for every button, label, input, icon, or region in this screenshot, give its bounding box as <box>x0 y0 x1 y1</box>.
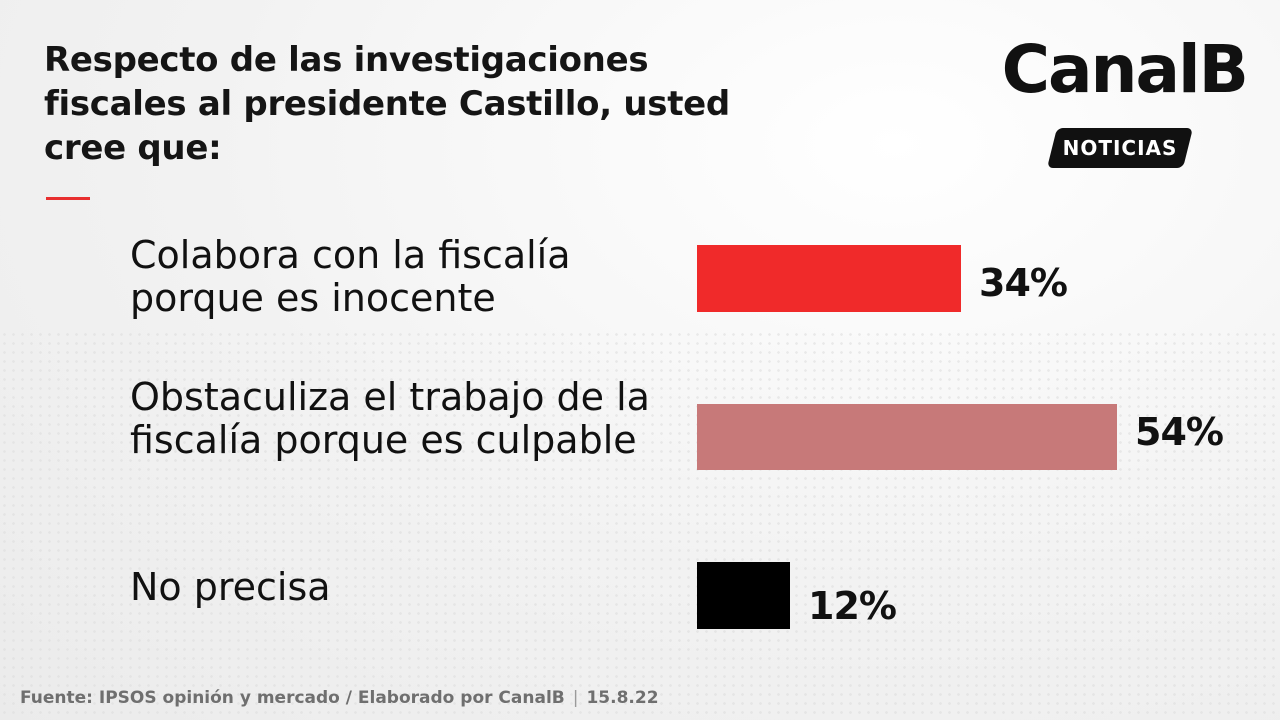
logo-wordmark: CanalB <box>1001 31 1249 108</box>
canalb-logo: CanalB NOTICIAS <box>952 30 1249 168</box>
dot-pattern <box>0 330 1280 720</box>
value-label-culpable: 54% <box>1135 410 1224 454</box>
value-label-inocente: 34% <box>979 261 1068 305</box>
value-label-no-precisa: 12% <box>808 584 897 628</box>
title-accent-line <box>46 197 90 200</box>
source-text: Fuente: IPSOS opinión y mercado / Elabor… <box>20 688 565 708</box>
bar-inocente <box>697 245 961 312</box>
logo-tag: NOTICIAS <box>1047 128 1193 168</box>
source-footer: Fuente: IPSOS opinión y mercado / Elabor… <box>20 688 659 708</box>
chart-title: Respecto de las investigaciones fiscales… <box>44 40 730 168</box>
source-date: 15.8.22 <box>586 688 659 708</box>
category-label-no-precisa: No precisa <box>130 565 331 609</box>
category-label-inocente: Colabora con la fiscalía porque es inoce… <box>130 233 571 320</box>
logo-tag-label: NOTICIAS <box>1062 136 1178 160</box>
footer-separator: | <box>572 688 579 708</box>
bar-culpable <box>697 404 1117 470</box>
category-label-culpable: Obstaculiza el trabajo de la fiscalía po… <box>130 375 650 462</box>
bar-no-precisa <box>697 562 790 629</box>
